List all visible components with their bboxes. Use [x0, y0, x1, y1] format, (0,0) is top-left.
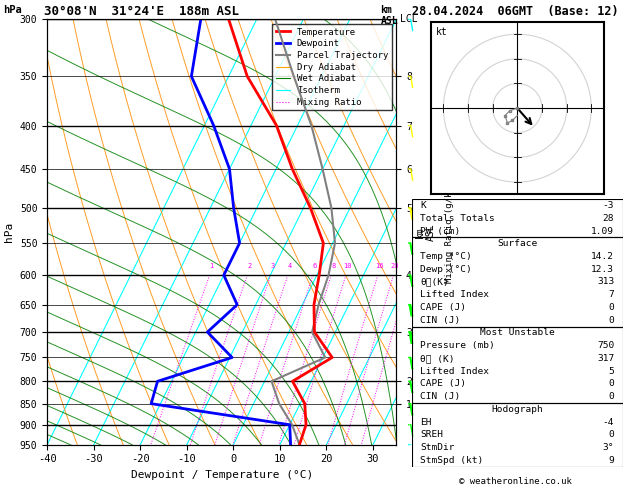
Text: CIN (J): CIN (J) [420, 392, 460, 401]
Text: Surface: Surface [498, 239, 537, 248]
Text: LCL: LCL [401, 15, 418, 24]
Text: Most Unstable: Most Unstable [480, 329, 555, 337]
Text: 750: 750 [597, 341, 615, 350]
Text: EH: EH [420, 417, 432, 427]
Text: StmSpd (kt): StmSpd (kt) [420, 456, 484, 465]
Bar [412, 238, 623, 327]
Text: -3: -3 [603, 201, 615, 210]
Text: -4: -4 [603, 417, 615, 427]
Text: 0: 0 [608, 316, 615, 325]
Text: 1: 1 [209, 263, 214, 269]
Text: 313: 313 [597, 278, 615, 286]
Text: kt: kt [437, 27, 448, 37]
Text: 30°08'N  31°24'E  188m ASL: 30°08'N 31°24'E 188m ASL [44, 5, 239, 18]
Text: 14.2: 14.2 [591, 252, 615, 261]
Text: 7: 7 [608, 290, 615, 299]
Text: PW (cm): PW (cm) [420, 226, 460, 236]
Text: 10: 10 [343, 263, 352, 269]
Text: 28.04.2024  06GMT  (Base: 12): 28.04.2024 06GMT (Base: 12) [412, 5, 618, 18]
Text: 8: 8 [331, 263, 335, 269]
Text: θᴄ (K): θᴄ (K) [420, 354, 455, 363]
Y-axis label: km
ASL: km ASL [415, 223, 437, 241]
Bar [412, 199, 623, 238]
Text: 9: 9 [608, 456, 615, 465]
Text: Temp (°C): Temp (°C) [420, 252, 472, 261]
Text: Lifted Index: Lifted Index [420, 290, 489, 299]
Text: 0: 0 [608, 303, 615, 312]
Text: K: K [420, 201, 426, 210]
Text: CAPE (J): CAPE (J) [420, 380, 467, 388]
Y-axis label: hPa: hPa [4, 222, 14, 242]
Text: km
ASL: km ASL [381, 5, 398, 26]
Text: 6: 6 [313, 263, 317, 269]
Text: StmDir: StmDir [420, 443, 455, 452]
Text: Totals Totals: Totals Totals [420, 214, 495, 223]
Bar [412, 403, 623, 467]
Bar [412, 327, 623, 403]
Text: 3: 3 [270, 263, 275, 269]
Text: 0: 0 [608, 430, 615, 439]
Text: θᴄ(K): θᴄ(K) [420, 278, 449, 286]
Text: 5: 5 [608, 366, 615, 376]
Text: Hodograph: Hodograph [491, 405, 543, 414]
Text: 0: 0 [608, 380, 615, 388]
Text: 28: 28 [603, 214, 615, 223]
Text: © weatheronline.co.uk: © weatheronline.co.uk [459, 477, 572, 486]
Text: Pressure (mb): Pressure (mb) [420, 341, 495, 350]
Legend: Temperature, Dewpoint, Parcel Trajectory, Dry Adiabat, Wet Adiabat, Isotherm, Mi: Temperature, Dewpoint, Parcel Trajectory… [272, 24, 392, 110]
Text: hPa: hPa [3, 5, 22, 15]
Text: 3°: 3° [603, 443, 615, 452]
Text: 317: 317 [597, 354, 615, 363]
Text: 1.09: 1.09 [591, 226, 615, 236]
Text: 4: 4 [287, 263, 292, 269]
Text: 0: 0 [608, 392, 615, 401]
Text: Lifted Index: Lifted Index [420, 366, 489, 376]
Text: 20: 20 [391, 263, 399, 269]
Text: 16: 16 [376, 263, 384, 269]
Text: Dewp (°C): Dewp (°C) [420, 265, 472, 274]
Text: SREH: SREH [420, 430, 443, 439]
Text: CIN (J): CIN (J) [420, 316, 460, 325]
X-axis label: Dewpoint / Temperature (°C): Dewpoint / Temperature (°C) [131, 470, 313, 480]
Text: CAPE (J): CAPE (J) [420, 303, 467, 312]
Text: Mixing Ratio (g/kg): Mixing Ratio (g/kg) [445, 181, 454, 283]
Text: 2: 2 [247, 263, 252, 269]
Text: 12.3: 12.3 [591, 265, 615, 274]
